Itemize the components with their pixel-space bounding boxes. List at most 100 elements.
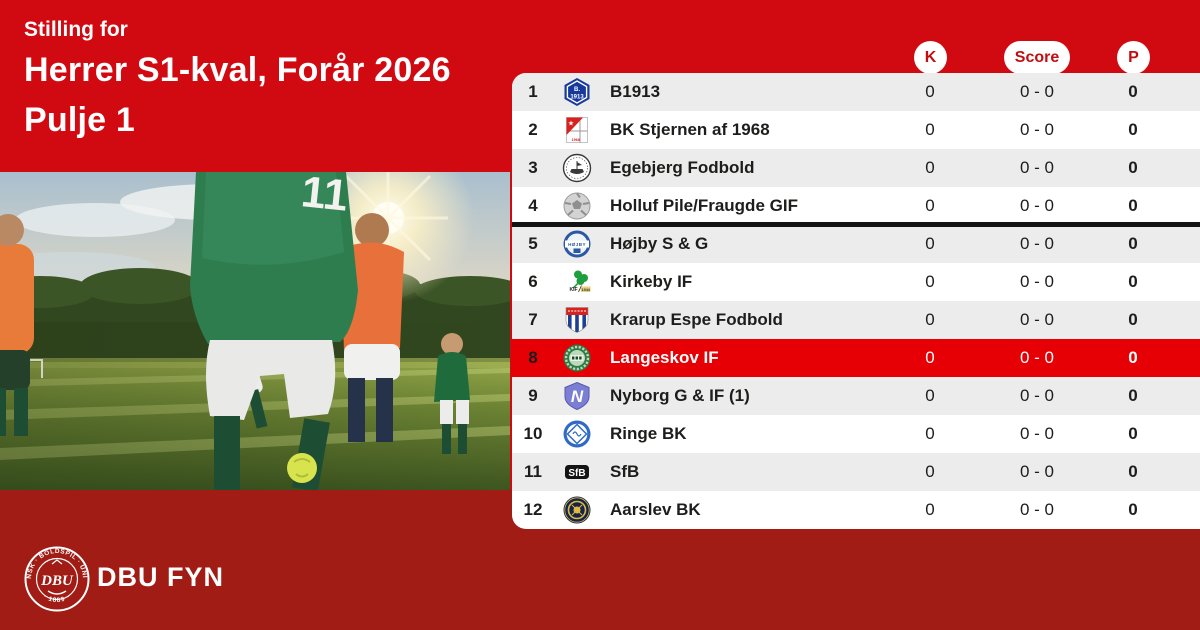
dbu-logo-seal: DANSK · BOLDSPIL · UNION · 1889 · DBU [24,546,90,612]
score-value: 0 - 0 [1019,272,1055,291]
points-value: 0 [1128,424,1138,443]
matches-played-value: 0 [925,272,935,291]
points-value: 0 [1128,82,1138,101]
dbu-fyn-wordmark: DBU FYN [97,562,224,592]
score-value: 0 - 0 [1019,82,1055,101]
langeskov-badge [554,343,600,373]
svg-text:N: N [571,387,584,406]
matches-played-value: 0 [925,196,935,215]
table-row: 2 ★ 1968 BK Stjernen af 1968 0 0 - 0 0 [512,111,1200,149]
points-value: 0 [1128,196,1138,215]
svg-text:1968: 1968 [572,138,580,142]
left-edge-player [0,214,34,436]
kirkeby-badge: KIF 1944 [554,267,600,297]
table-row: 11 SfB SfB 0 0 - 0 0 [512,453,1200,491]
hojby-badge: HØJBY [554,229,600,259]
page-title: Herrer S1-kval, Forår 2026 [24,51,451,89]
matches-played-value: 0 [925,386,935,405]
position-number: 12 [523,500,543,519]
svg-text:B.: B. [574,87,580,93]
position-number: 7 [528,310,538,329]
svg-text:DBU: DBU [40,573,74,589]
header-panel: Stilling for Herrer S1-kval, Forår 2026 … [24,18,451,153]
matches-played-value: 0 [925,348,935,367]
matches-played-value: 0 [925,234,935,253]
team-name: Krarup Espe Fodbold [610,310,783,329]
svg-text:1944: 1944 [581,288,590,292]
position-number: 1 [528,82,538,101]
column-header-p: P [1117,41,1150,74]
table-row: 12 Aarslev BK 0 0 - 0 0 [512,491,1200,529]
team-name: SfB [610,462,640,481]
position-number: 8 [528,348,538,367]
orange-bib-player [340,213,404,442]
ringe-badge [554,419,600,449]
matches-played-value: 0 [925,158,935,177]
score-value: 0 - 0 [1019,424,1055,443]
position-number: 4 [528,196,538,215]
table-row: 7 Krarup Espe Fodbold 0 0 - 0 0 [512,301,1200,339]
points-value: 0 [1128,234,1138,253]
table-row: 4 Holluf Pile/Fraugde GIF 0 0 - 0 0 [512,187,1200,225]
points-value: 0 [1128,120,1138,139]
promotion-separator-line [512,222,1200,227]
points-value: 0 [1128,462,1138,481]
table-row: 3 Egebjerg Fodbold 0 0 - 0 0 [512,149,1200,187]
table-row-highlighted: 8 Langeskov IF 0 0 - 0 0 [512,339,1200,377]
points-value: 0 [1128,272,1138,291]
position-number: 9 [528,386,538,405]
table-row: 10 Ringe BK 0 0 - 0 0 [512,415,1200,453]
position-number: 10 [523,424,543,443]
svg-text:· 1889 ·: · 1889 · [42,593,72,604]
points-value: 0 [1128,158,1138,177]
svg-text:KIF: KIF [570,287,578,293]
right-player [434,333,470,454]
svg-text:11: 11 [299,172,350,221]
team-name: Aarslev BK [610,500,701,519]
column-header-score: Score [1004,41,1070,74]
krarup-espe-badge [554,305,600,335]
matches-played-value: 0 [925,120,935,139]
score-value: 0 - 0 [1019,500,1055,519]
team-name: Kirkeby IF [610,272,693,291]
table-row: 1 B. 1913 B1913 0 0 - 0 0 [512,73,1200,111]
football [287,453,317,483]
svg-text:SfB: SfB [568,468,585,479]
team-name: BK Stjernen af 1968 [610,120,770,139]
svg-text:★: ★ [568,120,574,128]
position-number: 11 [524,462,542,481]
pool-subtitle: Pulje 1 [24,101,136,139]
points-value: 0 [1128,348,1138,367]
table-row: 6 KIF 1944 Kirkeby IF 0 0 - 0 0 [512,263,1200,301]
matches-played-value: 0 [925,500,935,519]
points-value: 0 [1128,310,1138,329]
points-value: 0 [1128,500,1138,519]
football-pitch-photo: 11 [0,172,510,490]
team-name: Ringe BK [610,424,687,443]
score-value: 0 - 0 [1019,196,1055,215]
holluf-pile-fraugde-badge [554,191,600,221]
position-number: 6 [528,272,538,291]
team-name: Nyborg G & IF (1) [610,386,750,405]
matches-played-value: 0 [925,310,935,329]
score-value: 0 - 0 [1019,462,1055,481]
header-eyebrow: Stilling for [24,18,128,41]
egebjerg-badge [554,153,600,183]
sfb-badge: SfB [554,457,600,487]
table-row: 9 N Nyborg G & IF (1) 0 0 - 0 0 [512,377,1200,415]
svg-text:1913: 1913 [570,95,584,101]
team-name: Højby S & G [610,234,709,253]
team-name: Egebjerg Fodbold [610,158,755,177]
team-name: Holluf Pile/Fraugde GIF [610,196,798,215]
table-row: 5 HØJBY Højby S & G 0 0 - 0 0 [512,225,1200,263]
score-value: 0 - 0 [1019,348,1055,367]
bk-stjernen-badge: ★ 1968 [554,115,600,145]
b1913-badge: B. 1913 [554,77,600,107]
standings-table: 1 B. 1913 B1913 0 0 - 0 0 2 ★ 1968 BK Stje… [512,73,1200,529]
score-value: 0 - 0 [1019,310,1055,329]
svg-text:HØJBY: HØJBY [568,242,586,247]
score-value: 0 - 0 [1019,158,1055,177]
aarslev-badge [554,495,600,525]
central-player: 11 [190,172,358,490]
